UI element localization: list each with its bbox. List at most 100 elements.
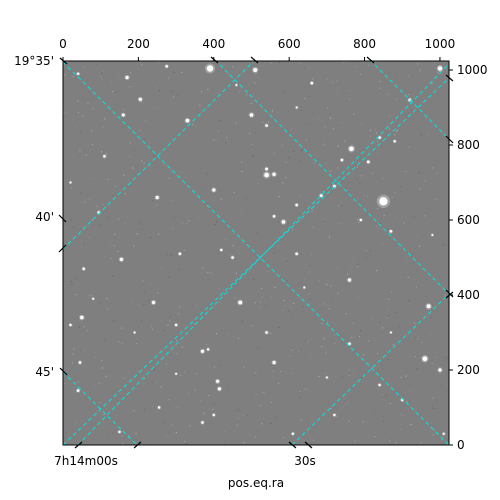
noise-pixel: [77, 86, 79, 88]
noise-pixel: [203, 395, 204, 397]
noise-pixel: [72, 226, 74, 228]
noise-pixel: [241, 171, 243, 172]
star: [201, 421, 204, 424]
noise-pixel: [160, 386, 162, 388]
noise-pixel: [277, 392, 279, 394]
noise-pixel: [221, 411, 223, 413]
noise-pixel: [372, 172, 374, 174]
noise-pixel: [160, 267, 162, 269]
noise-pixel: [433, 200, 435, 202]
noise-pixel: [312, 439, 314, 441]
noise-pixel: [216, 109, 218, 111]
noise-pixel: [81, 240, 83, 241]
noise-pixel: [326, 78, 328, 80]
noise-pixel: [210, 272, 212, 274]
noise-pixel: [215, 226, 217, 228]
noise-pixel: [380, 323, 382, 325]
noise-pixel: [359, 73, 361, 75]
noise-pixel: [261, 423, 263, 425]
noise-pixel: [152, 382, 154, 384]
noise-pixel: [419, 188, 421, 190]
noise-pixel: [64, 411, 66, 413]
noise-pixel: [373, 404, 375, 406]
noise-pixel: [184, 210, 186, 212]
noise-pixel: [218, 378, 220, 380]
noise-pixel: [250, 102, 252, 104]
noise-pixel: [330, 407, 332, 409]
noise-pixel: [190, 335, 192, 337]
noise-pixel: [93, 165, 95, 167]
noise-pixel: [393, 406, 395, 407]
noise-pixel: [236, 356, 238, 358]
noise-pixel: [329, 170, 331, 172]
world-tick: [210, 56, 219, 64]
star: [295, 252, 299, 256]
noise-pixel: [415, 337, 417, 339]
noise-pixel: [394, 134, 396, 136]
noise-pixel: [358, 372, 360, 374]
noise-pixel: [143, 277, 145, 279]
noise-pixel: [396, 188, 397, 189]
noise-pixel: [375, 61, 377, 63]
noise-pixel: [180, 375, 182, 377]
noise-pixel: [318, 92, 320, 93]
noise-pixel: [88, 237, 90, 238]
noise-pixel: [257, 325, 259, 327]
noise-pixel: [233, 191, 235, 193]
noise-pixel: [88, 305, 90, 306]
noise-pixel: [81, 244, 83, 246]
noise-pixel: [323, 303, 325, 305]
noise-pixel: [205, 343, 207, 345]
noise-pixel: [424, 180, 426, 182]
noise-pixel: [77, 294, 78, 296]
noise-pixel: [443, 132, 445, 134]
noise-pixel: [307, 340, 309, 342]
star: [235, 84, 238, 86]
noise-pixel: [282, 338, 283, 340]
noise-pixel: [337, 167, 339, 169]
noise-pixel: [189, 357, 191, 358]
noise-pixel: [92, 108, 94, 110]
noise-pixel: [190, 217, 192, 219]
noise-pixel: [405, 261, 407, 263]
noise-pixel: [234, 191, 236, 193]
noise-pixel: [368, 363, 370, 365]
noise-pixel: [300, 223, 302, 225]
noise-pixel: [446, 139, 448, 141]
noise-pixel: [388, 309, 389, 311]
noise-pixel: [132, 167, 134, 169]
noise-pixel: [413, 302, 415, 304]
right-tick-label: 1000: [457, 63, 488, 77]
ra-label-14m00s: 7h14m00s: [54, 454, 118, 468]
noise-pixel: [256, 232, 258, 234]
noise-pixel: [383, 420, 385, 422]
noise-pixel: [235, 272, 237, 274]
noise-pixel: [352, 322, 354, 324]
noise-pixel: [256, 347, 258, 349]
noise-pixel: [324, 220, 326, 222]
grid-line: [370, 61, 449, 140]
noise-pixel: [396, 129, 398, 131]
noise-pixel: [106, 298, 108, 300]
noise-pixel: [113, 380, 115, 382]
noise-pixel: [402, 415, 404, 417]
noise-pixel: [160, 360, 162, 362]
noise-pixel: [304, 67, 306, 69]
noise-pixel: [83, 66, 85, 68]
noise-pixel: [125, 141, 127, 143]
noise-pixel: [196, 137, 197, 139]
noise-pixel: [252, 144, 253, 145]
noise-pixel: [312, 78, 314, 80]
noise-pixel: [188, 392, 190, 394]
noise-pixel: [169, 432, 171, 434]
noise-pixel: [168, 399, 170, 401]
noise-pixel: [142, 280, 144, 282]
star: [151, 300, 156, 305]
noise-pixel: [121, 127, 123, 129]
top-tick-label: 0: [59, 37, 67, 51]
noise-pixel: [152, 200, 153, 202]
noise-pixel: [95, 64, 97, 66]
noise-pixel: [359, 183, 361, 185]
noise-pixel: [432, 397, 434, 399]
noise-pixel: [374, 340, 376, 342]
